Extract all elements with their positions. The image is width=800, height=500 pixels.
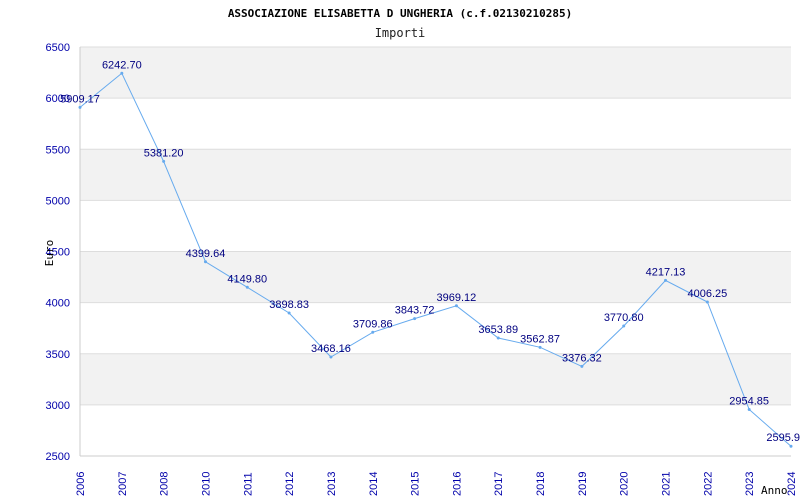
plot-band: [80, 47, 791, 99]
data-point: [705, 300, 709, 304]
data-point: [496, 336, 500, 340]
x-tick-label: 2018: [535, 472, 547, 496]
data-label: 3709.86: [353, 318, 393, 330]
data-point: [413, 317, 417, 321]
x-tick-label: 2017: [493, 472, 505, 496]
x-tick-label: 2006: [75, 472, 87, 496]
y-tick-label: 3000: [46, 400, 70, 412]
plot-band: [80, 353, 791, 405]
plot-band: [80, 200, 791, 252]
data-label: 3969.12: [437, 292, 477, 304]
x-tick-label: 2024: [786, 472, 798, 496]
data-label: 3898.83: [269, 299, 309, 311]
plot-band: [80, 404, 791, 456]
plot-band: [80, 98, 791, 150]
data-label: 4217.13: [646, 266, 686, 278]
x-tick-label: 2011: [242, 472, 254, 496]
y-tick-label: 5000: [46, 195, 70, 207]
x-tick-label: 2014: [368, 472, 380, 496]
data-label: 3770.80: [604, 312, 644, 324]
x-tick-label: 2012: [284, 472, 296, 496]
plot-band: [80, 251, 791, 303]
plot-background: [80, 47, 791, 456]
data-label: 3376.32: [562, 352, 602, 364]
data-label: 2595.9: [766, 432, 800, 444]
data-label: 3653.89: [478, 324, 518, 336]
y-tick-label: 4000: [46, 298, 70, 310]
data-label: 5381.20: [144, 147, 184, 159]
series-line: [79, 72, 792, 447]
x-tick-label: 2016: [451, 472, 463, 496]
data-label: 4149.80: [227, 273, 267, 285]
x-tick-label: 2020: [619, 472, 631, 496]
x-axis-ticks: 2006 2007 2008 2010 2011 2012 2013 2014 2015 2016…: [75, 472, 798, 496]
data-label: 6242.70: [102, 59, 142, 71]
data-label: 4399.64: [186, 248, 226, 260]
y-tick-label: 6500: [46, 42, 70, 54]
data-point: [371, 330, 375, 334]
data-point: [454, 304, 458, 308]
x-tick-label: 2022: [702, 472, 714, 496]
chart-subtitle: Importi: [375, 26, 426, 40]
data-point: [120, 71, 124, 75]
data-point: [622, 324, 626, 328]
y-axis-ticks: 2500 3000 3500 4000 4500 5000 5500 6000 6500: [46, 42, 70, 463]
data-point: [538, 345, 542, 349]
data-label: 5909.17: [60, 93, 100, 105]
x-tick-label: 2021: [661, 472, 673, 496]
data-label: 3468.16: [311, 343, 351, 355]
x-tick-label: 2023: [744, 472, 756, 496]
data-point: [287, 311, 291, 315]
data-label: 3562.87: [520, 333, 560, 345]
data-point: [747, 407, 751, 411]
x-tick-label: 2013: [326, 472, 338, 496]
x-tick-label: 2019: [577, 472, 589, 496]
x-tick-label: 2008: [159, 472, 171, 496]
y-tick-label: 6000: [46, 93, 70, 105]
x-axis-label: Anno: [761, 484, 788, 497]
data-point: [162, 159, 166, 163]
y-tick-label: 4500: [46, 247, 70, 259]
data-label: 4006.25: [687, 288, 727, 300]
data-point: [78, 105, 82, 109]
y-tick-label: 3500: [46, 349, 70, 361]
data-point: [580, 364, 584, 368]
x-tick-label: 2010: [200, 472, 212, 496]
data-point: [203, 260, 207, 264]
data-label: 3843.72: [395, 305, 435, 317]
chart-title: ASSOCIAZIONE ELISABETTA D UNGHERIA (c.f.…: [228, 7, 572, 20]
x-tick-label: 2015: [410, 472, 422, 496]
gridlines: [79, 46, 791, 457]
data-point: [789, 444, 793, 448]
plot-band: [80, 149, 791, 201]
data-label: 2954.85: [729, 395, 769, 407]
data-point: [245, 285, 249, 289]
data-labels: 5909.17 6242.70 5381.20 4399.64 4149.80 3898.…: [60, 59, 800, 448]
y-axis-label: Euro: [43, 240, 56, 267]
x-tick-label: 2007: [117, 472, 129, 496]
data-point: [329, 355, 333, 359]
y-tick-label: 5500: [46, 144, 70, 156]
plot-band: [80, 302, 791, 354]
data-point: [664, 278, 668, 282]
y-tick-label: 2500: [46, 451, 70, 463]
